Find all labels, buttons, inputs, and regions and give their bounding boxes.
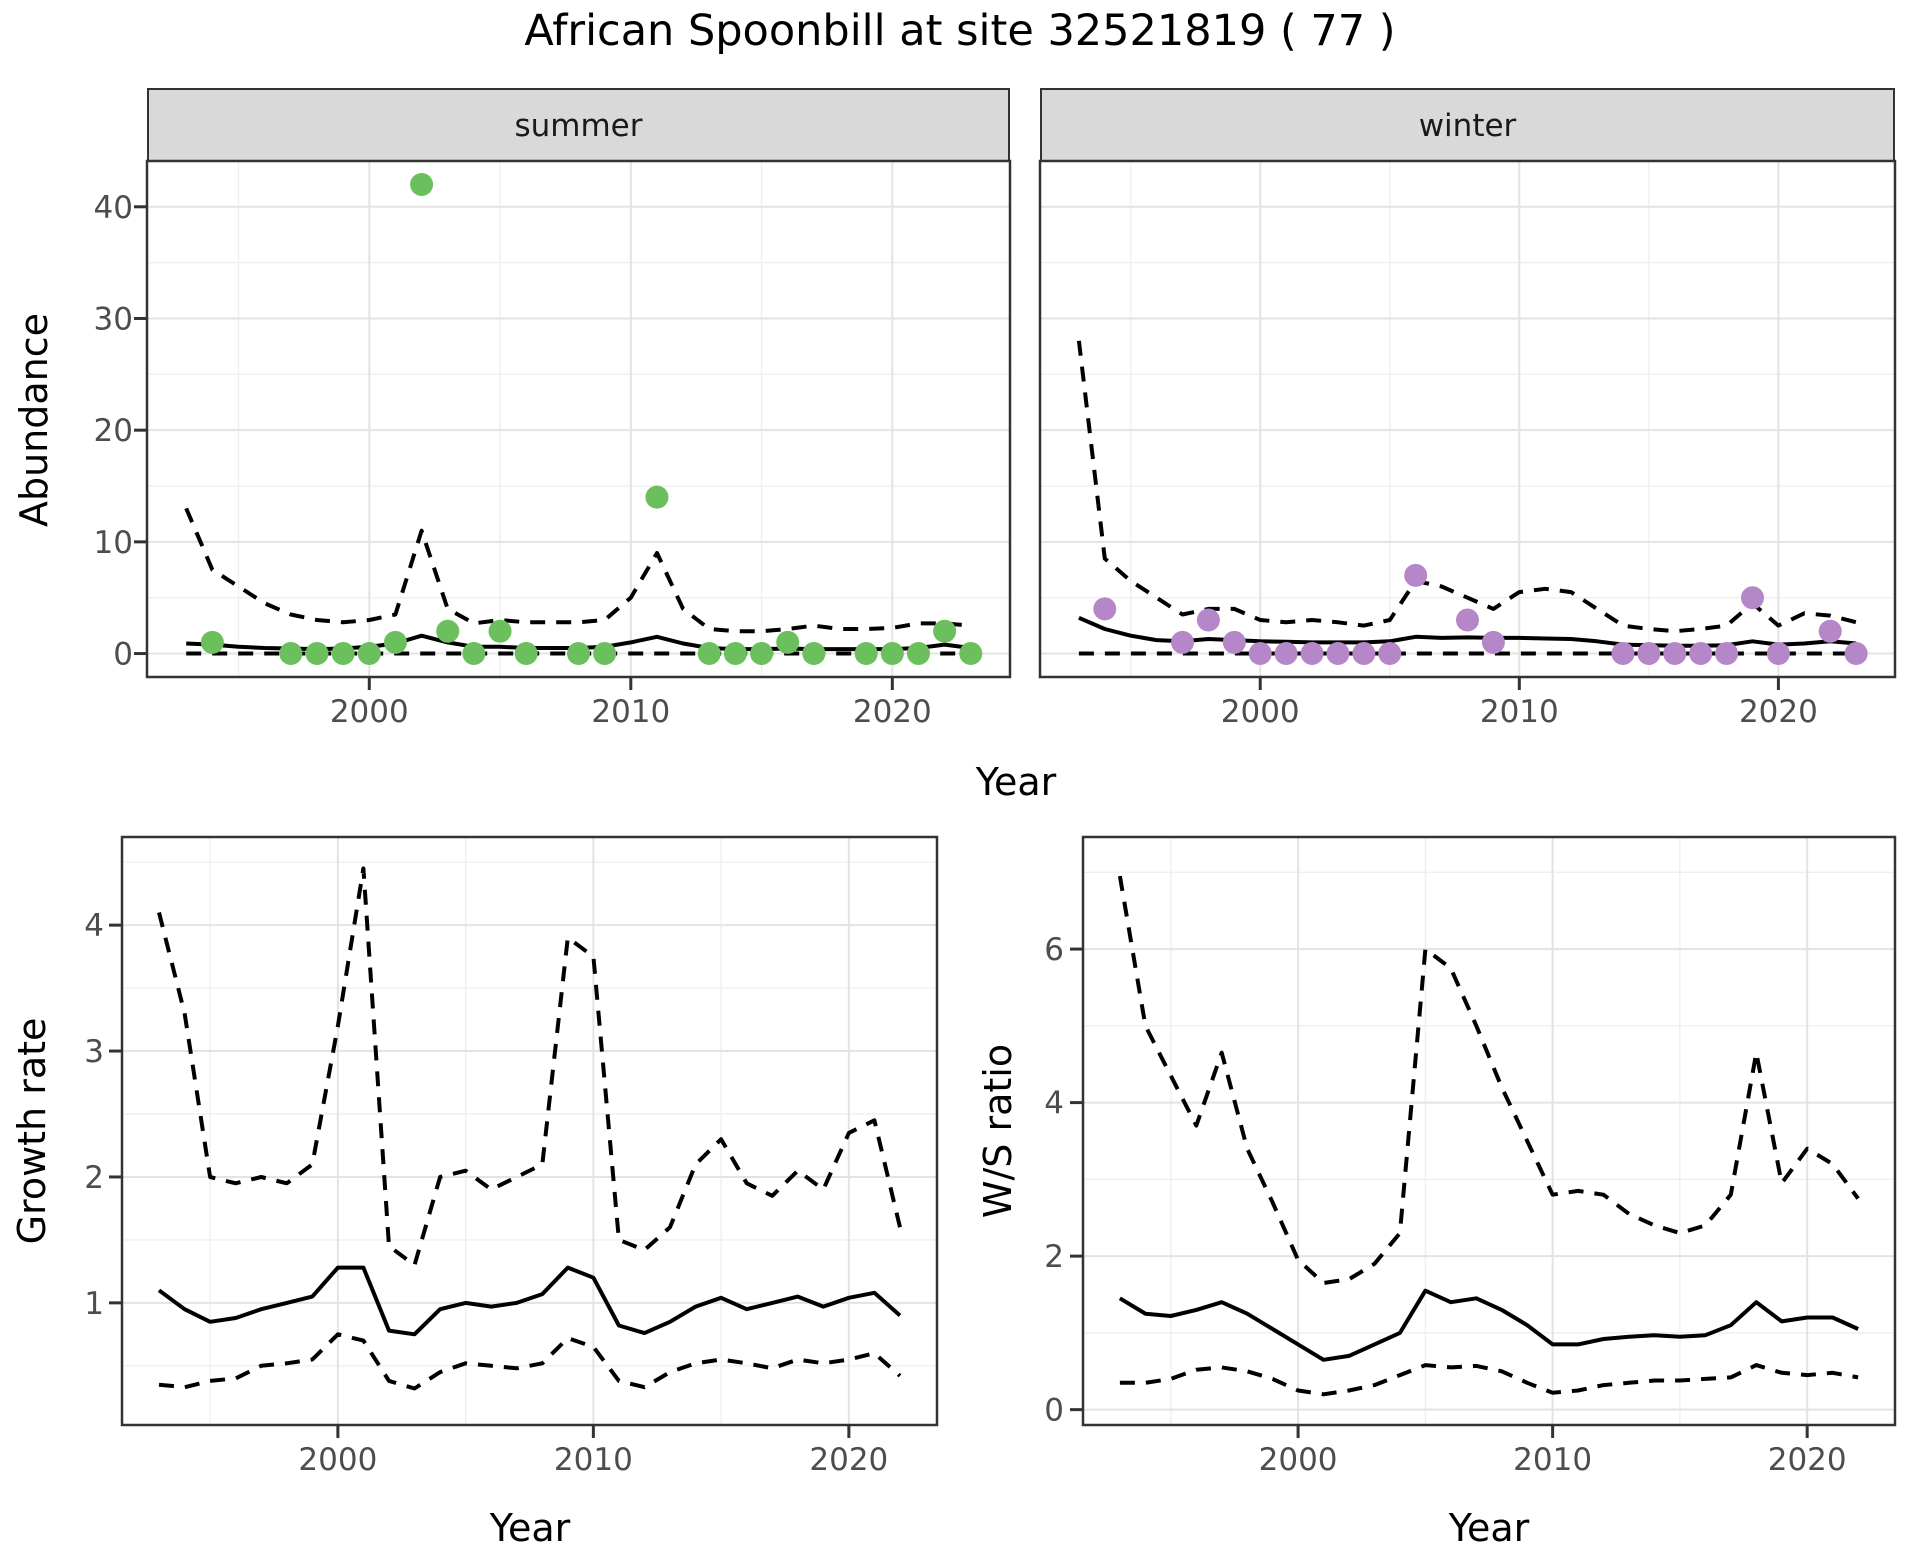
- abundance-summer-upper-ci-line: [184, 507, 971, 634]
- abundance-winter-data-point: [1689, 642, 1713, 666]
- abundance-winter-data-point: [1456, 608, 1479, 632]
- abundance-winter-x-tick-label: 2010: [1480, 694, 1559, 730]
- ws-ratio-x-tick-label: 2010: [1513, 1442, 1592, 1478]
- abundance-summer-data-point: [436, 619, 460, 643]
- ws-ratio-y-tick-label: 6: [1044, 932, 1064, 968]
- abundance-winter-data-point: [1611, 642, 1635, 666]
- abundance-summer-data-point: [697, 642, 721, 666]
- abundance-summer-data-point: [880, 642, 904, 666]
- abundance-summer-y-tick-label: 20: [94, 413, 133, 449]
- growth-rate-x-tick-label: 2000: [298, 1442, 377, 1478]
- ws-ratio-lower-ci-line: [1119, 1363, 1859, 1397]
- abundance-summer-data-point: [959, 642, 983, 666]
- ws-ratio-panel-border: [1081, 835, 1897, 1427]
- growth-rate-upper-ci-line: [157, 866, 902, 1268]
- abundance-winter-data-point: [1637, 642, 1661, 666]
- abundance-summer-y-tick-label: 0: [113, 637, 133, 673]
- facet-strip-winter-label: winter: [1418, 107, 1517, 144]
- abundance-summer-data-point: [514, 642, 538, 666]
- y-axis-title-growth-rate: Growth rate: [10, 1017, 54, 1245]
- growth-rate-median-line: [157, 1265, 902, 1337]
- growth-rate-panel-background: [122, 837, 937, 1425]
- abundance-winter-panel-border: [1038, 159, 1897, 679]
- facet-strip-summer-label: summer: [514, 107, 643, 144]
- abundance-summer-data-point: [410, 172, 434, 196]
- ws-ratio-panel-background: [1083, 837, 1895, 1425]
- abundance-summer-data-point: [776, 630, 800, 654]
- y-axis-title-abundance: Abundance: [12, 312, 56, 528]
- facet-strip-winter: winter: [1040, 88, 1895, 163]
- abundance-winter-data-point: [1248, 642, 1272, 666]
- abundance-summer-data-point: [357, 642, 381, 666]
- abundance-summer-x-tick-label: 2000: [330, 694, 409, 730]
- abundance-summer-data-point: [462, 642, 486, 666]
- x-axis-title-year-top: Year: [975, 760, 1057, 804]
- abundance-summer-x-tick-label: 2020: [853, 694, 932, 730]
- chart-title: African Spoonbill at site 32521819 ( 77 …: [524, 6, 1396, 56]
- abundance-summer-data-point: [906, 642, 930, 666]
- ws-ratio-y-tick-label: 0: [1044, 1393, 1064, 1429]
- growth-rate-panel-border: [120, 835, 939, 1427]
- growth-rate-y-tick-label: 1: [84, 1286, 104, 1322]
- growth-rate-x-tick-label: 2020: [809, 1442, 888, 1478]
- ws-ratio-y-tick-label: 2: [1044, 1239, 1064, 1275]
- abundance-winter-x-tick-label: 2000: [1221, 694, 1300, 730]
- abundance-summer-data-point: [750, 642, 774, 666]
- abundance-winter-data-point: [1844, 642, 1868, 666]
- ws-ratio-x-tick-label: 2000: [1259, 1442, 1338, 1478]
- abundance-winter-data-point: [1378, 642, 1402, 666]
- abundance-winter-data-point: [1715, 642, 1739, 666]
- abundance-winter-x-tick-label: 2020: [1739, 694, 1818, 730]
- abundance-winter-data-point: [1171, 630, 1194, 654]
- abundance-summer-y-tick-label: 40: [94, 190, 133, 226]
- ws-ratio-x-tick-label: 2020: [1768, 1442, 1847, 1478]
- abundance-summer-data-point: [645, 485, 669, 509]
- abundance-summer-data-point: [723, 642, 747, 666]
- growth-rate-x-tick-label: 2010: [554, 1442, 633, 1478]
- abundance-winter-data-point: [1352, 642, 1376, 666]
- abundance-summer-data-point: [593, 642, 617, 666]
- abundance-summer-data-point: [279, 642, 303, 666]
- abundance-summer-data-point: [331, 642, 355, 666]
- abundance-winter-data-point: [1196, 608, 1220, 632]
- growth-rate-y-tick-label: 2: [84, 1160, 104, 1196]
- ws-ratio-median-line: [1118, 1288, 1859, 1362]
- x-axis-title-year-bottom-left: Year: [489, 1506, 571, 1550]
- abundance-winter-data-point: [1818, 619, 1842, 643]
- abundance-winter-data-point: [1741, 586, 1764, 610]
- growth-rate-y-tick-label: 4: [84, 908, 104, 944]
- x-axis-title-year-bottom-right: Year: [1448, 1506, 1530, 1550]
- abundance-summer-data-point: [383, 630, 407, 654]
- abundance-summer-data-point: [305, 642, 329, 666]
- abundance-summer-panel-border: [145, 159, 1012, 679]
- abundance-summer-data-point: [488, 619, 512, 643]
- abundance-winter-data-point: [1274, 642, 1298, 666]
- abundance-summer-data-point: [567, 642, 590, 666]
- abundance-winter-data-point: [1481, 630, 1505, 654]
- abundance-winter-data-point: [1663, 642, 1687, 666]
- abundance-summer-panel-background: [147, 161, 1010, 677]
- abundance-summer-x-tick-label: 2010: [591, 694, 670, 730]
- abundance-winter-data-point: [1093, 597, 1117, 621]
- abundance-summer-y-tick-label: 30: [94, 301, 133, 337]
- abundance-summer-data-point: [802, 642, 826, 666]
- abundance-summer-data-point: [933, 619, 957, 643]
- abundance-winter-data-point: [1404, 563, 1428, 587]
- abundance-winter-data-point: [1766, 642, 1790, 666]
- growth-rate-y-tick-label: 3: [84, 1034, 104, 1070]
- abundance-winter-data-point: [1222, 630, 1246, 654]
- abundance-winter-data-point: [1300, 642, 1324, 666]
- abundance-summer-y-tick-label: 10: [94, 525, 133, 561]
- ws-ratio-upper-ci-line: [1117, 875, 1860, 1285]
- y-axis-title-ws-ratio: W/S ratio: [976, 1043, 1020, 1219]
- facet-strip-summer: summer: [147, 88, 1010, 163]
- abundance-summer-data-point: [854, 642, 878, 666]
- abundance-summer-data-point: [200, 630, 224, 654]
- abundance-winter-data-point: [1326, 642, 1350, 666]
- ws-ratio-y-tick-label: 4: [1044, 1086, 1064, 1122]
